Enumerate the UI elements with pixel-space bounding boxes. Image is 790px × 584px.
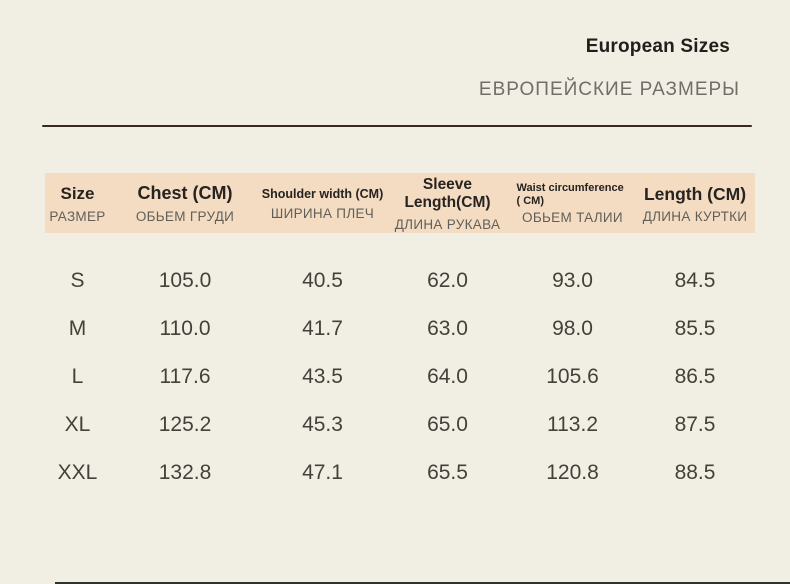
size-label: M: [68, 317, 87, 340]
waist-value: 98.0: [552, 317, 593, 340]
sleeve-value: 64.0: [427, 365, 468, 388]
column-header-chest-ru: ОБЬЕМ ГРУДИ: [135, 209, 235, 225]
length-value: 84.5: [674, 269, 716, 292]
size-label: S: [70, 269, 85, 292]
shoulder-value: 41.7: [302, 317, 343, 340]
size-label: L: [71, 365, 84, 388]
chest-value: 132.8: [158, 461, 212, 484]
sleeve-value: 65.0: [427, 413, 468, 436]
column-header-chest-en: Chest (CM): [137, 183, 233, 204]
waist-value: 120.8: [546, 461, 599, 484]
length-value: 87.5: [674, 413, 716, 436]
chest-value: 105.0: [158, 269, 212, 292]
sleeve-value: 63.0: [427, 317, 468, 340]
chest-value: 117.6: [159, 365, 211, 388]
chest-value: 110.0: [159, 317, 211, 340]
column-header-waist-en: Waist circumference ( CM): [516, 182, 624, 207]
table-row-m: M 110.0 41.7 63.0 98.0 85.5: [45, 305, 755, 353]
column-header-sleeve-en: Sleeve Length(CM): [404, 175, 491, 211]
page-titles: European Sizes ЕВРОПЕЙСКИЕ РАЗМЕРЫ: [479, 36, 740, 101]
column-header-sleeve-ru: ДЛИНА РУКАВА: [394, 216, 501, 232]
column-header-shoulder: Shoulder width (CM) ШИРИНА ПЛЕЧ: [260, 187, 385, 222]
table-row-xl: XL 125.2 45.3 65.0 113.2 87.5: [45, 401, 755, 449]
sleeve-value: 62.0: [427, 269, 468, 292]
size-label: XL: [64, 413, 91, 436]
shoulder-value: 43.5: [302, 365, 343, 388]
column-header-waist-ru: ОБЬЕМ ТАЛИИ: [522, 210, 623, 226]
size-label: XXL: [57, 461, 98, 484]
shoulder-value: 47.1: [302, 461, 343, 484]
table-body: S 105.0 40.5 62.0 93.0 84.5 M 110.0 41.7…: [45, 257, 755, 497]
length-value: 85.5: [674, 317, 716, 340]
length-value: 86.5: [674, 365, 716, 388]
column-header-length-ru: ДЛИНА КУРТКИ: [642, 208, 748, 224]
table-header-row: Size РАЗМЕР Chest (CM) ОБЬЕМ ГРУДИ Shoul…: [45, 173, 755, 233]
shoulder-value: 40.5: [302, 269, 343, 292]
waist-value: 93.0: [552, 269, 593, 292]
column-header-size-en: Size: [60, 183, 95, 203]
size-table: Size РАЗМЕР Chest (CM) ОБЬЕМ ГРУДИ Shoul…: [45, 173, 755, 497]
column-header-chest: Chest (CM) ОБЬЕМ ГРУДИ: [110, 183, 260, 224]
page-title: European Sizes: [585, 36, 730, 57]
column-header-size-ru: РАЗМЕР: [49, 208, 106, 224]
page-subtitle: ЕВРОПЕЙСКИЕ РАЗМЕРЫ: [478, 79, 740, 100]
table-row-xxl: XXL 132.8 47.1 65.5 120.8 88.5: [45, 449, 755, 497]
length-value: 88.5: [674, 461, 716, 484]
bottom-image-edge: [55, 582, 790, 584]
title-divider: [42, 125, 752, 127]
waist-value: 105.6: [546, 365, 599, 388]
table-row-s: S 105.0 40.5 62.0 93.0 84.5: [45, 257, 755, 305]
column-header-sleeve: Sleeve Length(CM) ДЛИНА РУКАВА: [385, 176, 510, 232]
column-header-shoulder-ru: ШИРИНА ПЛЕЧ: [270, 205, 375, 221]
waist-value: 113.2: [547, 413, 598, 436]
column-header-shoulder-en: Shoulder width (CM): [261, 186, 384, 201]
column-header-size: Size РАЗМЕР: [45, 184, 110, 224]
table-row-l: L 117.6 43.5 64.0 105.6 86.5: [45, 353, 755, 401]
column-header-length: Length (CM) ДЛИНА КУРТКИ: [635, 184, 755, 225]
shoulder-value: 45.3: [302, 413, 343, 436]
chest-value: 125.2: [158, 413, 212, 436]
sleeve-value: 65.5: [427, 461, 468, 484]
column-header-length-en: Length (CM): [643, 183, 747, 204]
column-header-waist: Waist circumference ( CM) ОБЬЕМ ТАЛИИ: [510, 182, 635, 226]
